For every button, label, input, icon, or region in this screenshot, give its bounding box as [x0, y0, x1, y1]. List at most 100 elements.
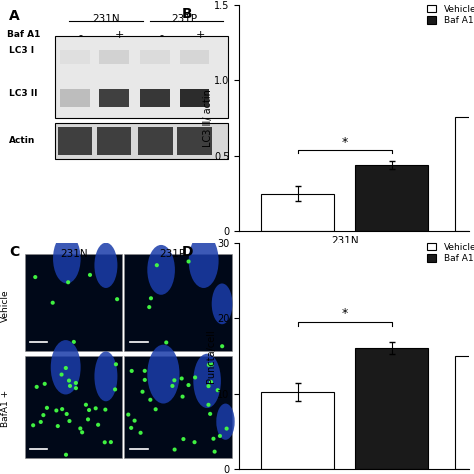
Circle shape [67, 281, 70, 283]
Circle shape [74, 382, 77, 384]
Circle shape [182, 438, 185, 440]
Text: +: + [115, 30, 124, 40]
Text: *: * [342, 308, 348, 320]
Bar [455, 117, 474, 231]
Circle shape [209, 412, 211, 415]
Circle shape [212, 438, 215, 440]
FancyBboxPatch shape [177, 127, 212, 155]
Circle shape [155, 264, 158, 266]
FancyBboxPatch shape [180, 89, 210, 107]
Circle shape [144, 379, 146, 381]
Circle shape [65, 413, 68, 415]
Ellipse shape [212, 283, 232, 324]
Text: -: - [79, 30, 82, 40]
Ellipse shape [216, 403, 235, 440]
Circle shape [207, 385, 210, 387]
FancyBboxPatch shape [58, 127, 92, 155]
Circle shape [181, 395, 184, 398]
Circle shape [46, 407, 48, 409]
Text: *: * [342, 136, 348, 149]
FancyBboxPatch shape [124, 356, 232, 458]
Circle shape [51, 301, 54, 304]
Bar [356, 348, 428, 469]
Text: Baf A1: Baf A1 [7, 30, 40, 39]
Ellipse shape [147, 345, 180, 403]
Circle shape [141, 391, 144, 393]
Text: LC3 II: LC3 II [9, 89, 38, 98]
Ellipse shape [94, 243, 118, 288]
Circle shape [64, 366, 67, 369]
Ellipse shape [189, 234, 219, 288]
Bar [261, 392, 335, 469]
Ellipse shape [94, 351, 118, 401]
Circle shape [43, 383, 46, 385]
Circle shape [79, 427, 82, 430]
Circle shape [89, 273, 91, 276]
Legend: Vehicle, Baf A1: Vehicle, Baf A1 [428, 243, 474, 263]
Circle shape [42, 414, 45, 417]
Circle shape [97, 423, 100, 426]
Circle shape [103, 441, 106, 444]
Text: 231N: 231N [60, 249, 88, 259]
Circle shape [127, 413, 130, 416]
Bar [455, 356, 474, 469]
FancyBboxPatch shape [26, 356, 122, 458]
Ellipse shape [53, 234, 81, 283]
Circle shape [74, 387, 77, 390]
Circle shape [68, 379, 71, 382]
FancyBboxPatch shape [140, 50, 170, 64]
Circle shape [104, 408, 107, 411]
Circle shape [61, 408, 64, 410]
Circle shape [34, 276, 36, 278]
Circle shape [130, 427, 133, 429]
Text: 231P: 231P [171, 14, 197, 24]
Bar [356, 165, 428, 231]
Y-axis label: LC3 II/ actin: LC3 II/ actin [203, 89, 213, 147]
Circle shape [88, 409, 91, 411]
Circle shape [115, 363, 118, 365]
FancyBboxPatch shape [55, 36, 228, 118]
Circle shape [221, 345, 224, 347]
Circle shape [208, 364, 210, 366]
Circle shape [173, 379, 176, 382]
FancyBboxPatch shape [138, 127, 173, 155]
Circle shape [165, 341, 168, 344]
Text: D: D [182, 245, 193, 259]
Circle shape [60, 373, 63, 376]
Circle shape [213, 450, 216, 453]
Circle shape [193, 441, 196, 444]
Circle shape [36, 385, 38, 388]
Circle shape [225, 427, 228, 430]
FancyBboxPatch shape [99, 50, 129, 64]
FancyBboxPatch shape [97, 127, 131, 155]
Circle shape [130, 370, 133, 372]
Text: +: + [195, 30, 205, 40]
Circle shape [139, 431, 142, 434]
Circle shape [171, 384, 174, 387]
Circle shape [39, 420, 42, 423]
Y-axis label: Puncta/cell: Puncta/cell [206, 329, 216, 383]
FancyBboxPatch shape [180, 50, 210, 64]
Text: Vehicle: Vehicle [1, 290, 10, 322]
FancyBboxPatch shape [99, 89, 129, 107]
Circle shape [154, 408, 157, 410]
Circle shape [187, 260, 190, 263]
Bar [261, 193, 335, 231]
Circle shape [84, 403, 87, 406]
Circle shape [69, 384, 72, 387]
Text: -: - [159, 30, 163, 40]
Circle shape [81, 431, 83, 434]
Circle shape [73, 340, 75, 343]
Ellipse shape [193, 354, 221, 408]
FancyBboxPatch shape [124, 254, 232, 351]
Text: B: B [182, 7, 192, 21]
Circle shape [210, 381, 212, 383]
Text: 231P: 231P [160, 249, 186, 259]
Circle shape [133, 419, 136, 422]
Circle shape [148, 306, 151, 309]
Circle shape [114, 388, 117, 391]
FancyBboxPatch shape [60, 89, 90, 107]
Ellipse shape [147, 245, 175, 295]
Circle shape [64, 453, 67, 456]
Circle shape [173, 448, 176, 451]
